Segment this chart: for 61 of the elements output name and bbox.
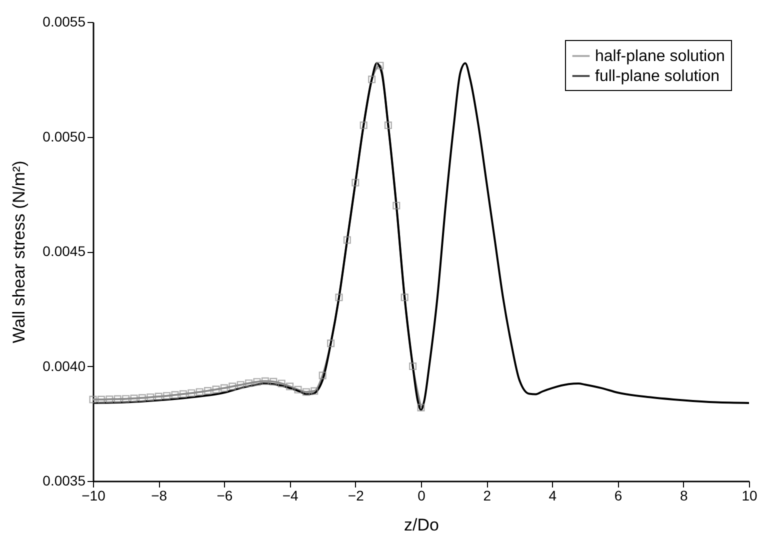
y-tick-label: 0.0045 [42,243,86,259]
point [114,395,122,403]
x-tick-label: −8 [151,488,168,504]
point [384,122,392,130]
x-tick-label: 6 [614,488,622,504]
point [138,394,146,402]
point [89,396,97,404]
x-tick-label: 8 [680,488,688,504]
x-tick-label: −6 [216,488,233,504]
point [204,387,212,395]
point [368,76,376,84]
x-tick-label: 10 [742,488,758,504]
point [310,387,318,395]
point [188,389,196,397]
point [212,386,220,394]
point [270,378,278,386]
point [171,391,179,399]
point [278,380,286,388]
point [302,388,310,396]
point [335,294,343,302]
point [179,390,187,398]
point [154,392,162,400]
point [343,236,351,244]
point [318,372,326,380]
point [360,122,368,130]
point [196,388,204,396]
point [400,294,408,302]
legend-label: half-plane solution [595,48,725,65]
y-tick-label: 0.0055 [42,14,86,30]
x-tick-label: −4 [282,488,298,504]
point [417,404,425,412]
point [236,381,244,389]
point [286,382,294,390]
point [376,62,384,70]
point [130,394,138,402]
x-tick-label: 2 [483,488,492,504]
y-axis-title: Wall shear stress (N/m²) [10,160,29,344]
point [97,396,105,404]
point [146,393,154,401]
x-axis-title: z/Do [404,516,439,534]
point [327,340,335,348]
legend-label: full-plane solution [595,68,720,85]
x-tick-label: −10 [82,488,106,504]
point [245,379,253,387]
point [163,392,171,400]
x-tick-label: −2 [348,488,364,504]
point [253,378,261,386]
y-tick-label: 0.0040 [42,358,86,374]
point [294,386,302,394]
point [409,362,417,370]
point [228,382,236,390]
y-tick-label: 0.0035 [42,472,86,488]
point [352,178,360,186]
y-tick-label: 0.0050 [42,128,86,144]
x-tick-label: 0 [418,488,426,504]
point [122,395,130,403]
x-tick-label: 4 [548,488,557,504]
point [106,396,114,404]
point [261,377,269,385]
point [392,202,400,210]
point [220,384,228,392]
